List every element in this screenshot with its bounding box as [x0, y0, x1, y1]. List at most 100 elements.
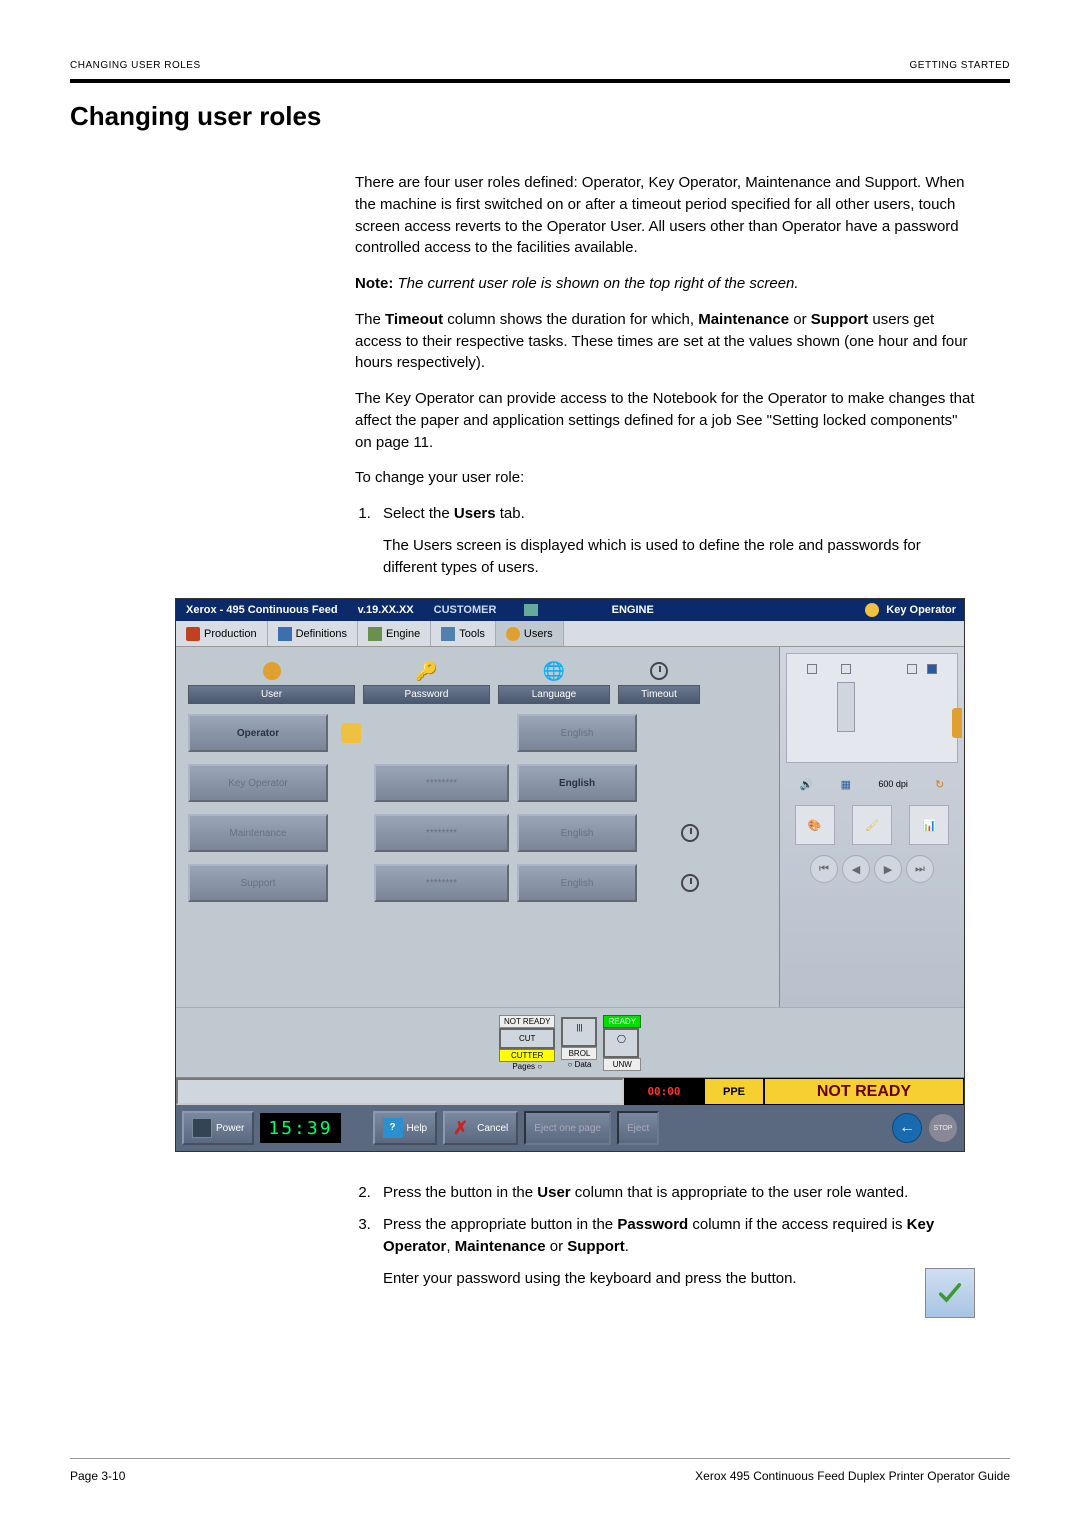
- table-row: Operator English: [184, 708, 771, 758]
- titlebar-product: Xerox - 495 Continuous Feed: [176, 604, 348, 616]
- nav-first-button[interactable]: ⏮: [810, 855, 838, 883]
- timeout-header-icon: [650, 662, 668, 680]
- footer-doc: Xerox 495 Continuous Feed Duplex Printer…: [695, 1469, 1010, 1483]
- status-notready: NOT READY: [764, 1078, 964, 1105]
- speaker-icon[interactable]: 🔊: [800, 778, 814, 791]
- flow-diagram: NOT READY CUT CUTTER Pages ○ ||| BROL ○ …: [176, 1007, 964, 1077]
- content-column-2: Press the button in the User column that…: [355, 1182, 975, 1317]
- user-header-icon: [263, 662, 281, 680]
- step-1: Select the Users tab. The Users screen i…: [375, 503, 975, 578]
- titlebar-role: Key Operator: [865, 603, 956, 617]
- page-icon[interactable]: ▦: [841, 778, 851, 791]
- nav-last-button[interactable]: ⏭: [906, 855, 934, 883]
- timeout-maint-icon[interactable]: [681, 824, 699, 842]
- engine-tab-icon: [368, 627, 382, 641]
- definitions-icon: [278, 627, 292, 641]
- footer-page: Page 3-10: [70, 1469, 125, 1483]
- tab-engine[interactable]: Engine: [358, 621, 431, 646]
- table-row: Support ******** English: [184, 858, 771, 908]
- flow-brol-label: BROL: [561, 1047, 597, 1060]
- content-column: There are four user roles defined: Opera…: [355, 172, 975, 578]
- title-divider: [70, 79, 1010, 83]
- flow-data-label: ○ Data: [561, 1060, 597, 1069]
- user-operator-button[interactable]: Operator: [188, 714, 328, 752]
- user-maint-button[interactable]: Maintenance: [188, 814, 328, 852]
- engine-icon: [524, 604, 538, 616]
- key-operator-icon: [865, 603, 879, 617]
- device-diagram: [786, 653, 958, 763]
- tab-production[interactable]: Production: [176, 621, 268, 646]
- pw-maint-button[interactable]: ********: [374, 814, 509, 852]
- titlebar-engine: ENGINE: [602, 604, 664, 616]
- flow-unw-box: ◯: [603, 1028, 639, 1058]
- nav-next-button[interactable]: ▶: [874, 855, 902, 883]
- step-3: Press the appropriate button in the Pass…: [375, 1214, 975, 1258]
- timeout-support-icon[interactable]: [681, 874, 699, 892]
- chart-icon[interactable]: 📊: [909, 805, 949, 845]
- page-footer: Page 3-10 Xerox 495 Continuous Feed Dupl…: [70, 1458, 1010, 1483]
- confirm-button[interactable]: [925, 1268, 975, 1318]
- lang-operator-button[interactable]: English: [517, 714, 637, 752]
- pw-keyop-button[interactable]: ********: [374, 764, 509, 802]
- col-user-label: User: [188, 685, 355, 704]
- tabs-bar: Production Definitions Engine Tools User…: [176, 621, 964, 647]
- keyop-paragraph: The Key Operator can provide access to t…: [355, 388, 975, 453]
- table-row: Key Operator ******** English: [184, 758, 771, 808]
- note-body: The current user role is shown on the to…: [398, 275, 799, 292]
- users-grid: User 🔑Password 🌐Language Timeout Operato…: [176, 647, 779, 1007]
- titlebar-version: v.19.XX.XX: [348, 604, 424, 616]
- steps-list: Select the Users tab. The Users screen i…: [375, 503, 975, 578]
- nav-buttons: ⏮ ◀ ▶ ⏭: [786, 855, 958, 883]
- paint-icon[interactable]: 🎨: [795, 805, 835, 845]
- tab-users[interactable]: Users: [496, 621, 564, 646]
- tochange-paragraph: To change your user role:: [355, 467, 975, 489]
- header-left: CHANGING USER ROLES: [70, 60, 201, 71]
- flow-notready-label: NOT READY: [499, 1015, 556, 1028]
- status-empty: [176, 1078, 624, 1105]
- step-1-sub: The Users screen is displayed which is u…: [383, 535, 975, 579]
- main-area: User 🔑Password 🌐Language Timeout Operato…: [176, 647, 964, 1007]
- page-title: Changing user roles: [70, 101, 1010, 132]
- note-label: Note:: [355, 275, 393, 292]
- power-button[interactable]: Power: [182, 1111, 254, 1145]
- lang-keyop-button[interactable]: English: [517, 764, 637, 802]
- tools-icon: [441, 627, 455, 641]
- header-right: GETTING STARTED: [910, 60, 1010, 71]
- nav-prev-button[interactable]: ◀: [842, 855, 870, 883]
- page-header: CHANGING USER ROLES GETTING STARTED: [70, 60, 1010, 71]
- flow-unw-label: UNW: [603, 1058, 641, 1071]
- refresh-icon[interactable]: ↻: [935, 778, 944, 791]
- titlebar-customer: CUSTOMER: [424, 604, 524, 616]
- col-language-label: Language: [498, 685, 610, 704]
- user-support-button[interactable]: Support: [188, 864, 328, 902]
- flow-ready-label: READY: [603, 1015, 641, 1028]
- cancel-icon: ✗: [453, 1118, 473, 1138]
- brush-icon[interactable]: 🖌: [852, 805, 892, 845]
- printer-ui-window: Xerox - 495 Continuous Feed v.19.XX.XX C…: [175, 598, 965, 1152]
- grid-header: User 🔑Password 🌐Language Timeout: [184, 657, 771, 704]
- cancel-button[interactable]: ✗Cancel: [443, 1111, 518, 1145]
- step-4: Enter your password using the keyboard a…: [375, 1268, 975, 1318]
- time-display: 15:39: [260, 1113, 340, 1143]
- flow-brol-box: |||: [561, 1017, 597, 1047]
- titlebar: Xerox - 495 Continuous Feed v.19.XX.XX C…: [176, 599, 964, 621]
- bell-icon[interactable]: [341, 723, 361, 743]
- lang-maint-button[interactable]: English: [517, 814, 637, 852]
- back-button[interactable]: ←: [892, 1113, 922, 1143]
- col-password-label: Password: [363, 685, 490, 704]
- checkmark-icon: [936, 1279, 964, 1307]
- password-header-icon: 🔑: [415, 661, 437, 682]
- tab-tools[interactable]: Tools: [431, 621, 496, 646]
- users-icon: [506, 627, 520, 641]
- pw-support-button[interactable]: ********: [374, 864, 509, 902]
- flow-cutter-label: CUTTER: [499, 1049, 556, 1062]
- tab-definitions[interactable]: Definitions: [268, 621, 358, 646]
- intro-paragraph: There are four user roles defined: Opera…: [355, 172, 975, 259]
- lang-support-button[interactable]: English: [517, 864, 637, 902]
- stop-button[interactable]: STOP: [928, 1113, 958, 1143]
- eject-one-button[interactable]: Eject one page: [524, 1111, 611, 1145]
- user-keyop-button[interactable]: Key Operator: [188, 764, 328, 802]
- dpi-label: 600 dpi: [878, 779, 908, 789]
- eject-button[interactable]: Eject: [617, 1111, 659, 1145]
- help-button[interactable]: ?Help: [373, 1111, 438, 1145]
